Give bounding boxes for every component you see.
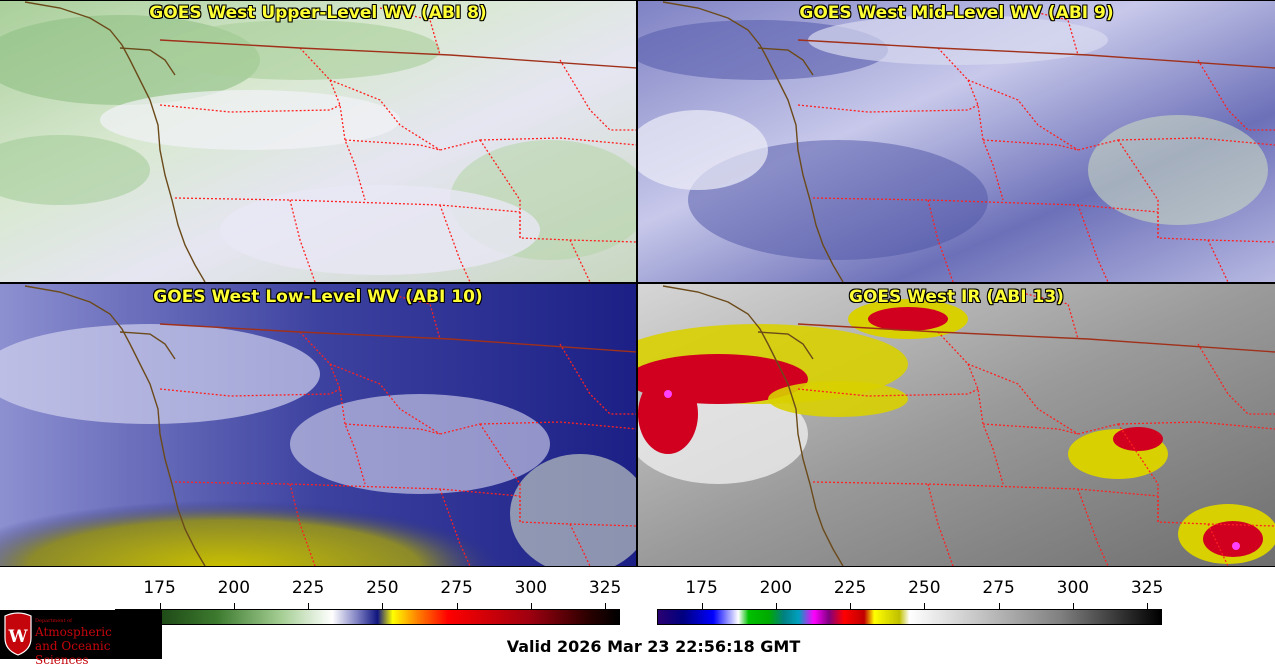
colorbar-tick-label: 300 bbox=[514, 578, 548, 598]
colorbar-tick-label: 250 bbox=[366, 578, 399, 598]
colorbar-ir bbox=[657, 609, 1162, 625]
colorbar-tick-mark bbox=[308, 603, 310, 609]
panel-title: GOES West Low-Level WV (ABI 10) bbox=[153, 287, 483, 307]
colorbar-tick-label: 250 bbox=[908, 578, 941, 598]
colorbar-tick-label: 200 bbox=[217, 578, 251, 598]
colorbar-tick-label: 175 bbox=[685, 578, 718, 598]
colorbar-tick-mark bbox=[850, 603, 852, 609]
panel-title: GOES West Mid-Level WV (ABI 9) bbox=[799, 3, 1114, 23]
colorbar-tick-mark bbox=[233, 603, 235, 609]
colorbar-tick-mark bbox=[998, 603, 1000, 609]
svg-text:W: W bbox=[7, 627, 28, 647]
colorbar-tick-label: 225 bbox=[833, 578, 867, 598]
colorbar-tick-label: 225 bbox=[291, 578, 325, 598]
valid-time: Valid 2026 Mar 23 22:56:18 GMT bbox=[506, 637, 801, 656]
map-borders bbox=[662, 285, 1275, 567]
map-borders bbox=[24, 285, 636, 567]
panel-title: GOES West Upper-Level WV (ABI 8) bbox=[149, 3, 487, 23]
satellite-image-low-wv bbox=[0, 284, 636, 567]
uw-aos-logo: W Department of Atmospheric and Oceanic … bbox=[0, 610, 162, 667]
colorbar-tick-label: 200 bbox=[759, 578, 793, 598]
colorbar-tick-mark bbox=[456, 603, 458, 609]
uw-crest-icon: W bbox=[4, 612, 32, 656]
colorbar-wv bbox=[115, 609, 620, 625]
panel-mid-level-wv: GOES West Mid-Level WV (ABI 9) bbox=[638, 0, 1275, 282]
panel-divider-horizontal bbox=[0, 282, 1275, 284]
colorbar-tick-mark bbox=[701, 603, 703, 609]
map-borders bbox=[662, 1, 1275, 282]
colorbar-tick-mark bbox=[1147, 603, 1149, 609]
satellite-image-upper-wv bbox=[0, 0, 636, 282]
map-borders bbox=[24, 1, 636, 282]
colorbar-tick-mark bbox=[924, 603, 926, 609]
colorbar-tick-mark bbox=[530, 603, 532, 609]
colorbar-tick-mark bbox=[382, 603, 384, 609]
colorbar-tick-mark bbox=[775, 603, 777, 609]
panel-low-level-wv: GOES West Low-Level WV (ABI 10) bbox=[0, 284, 636, 567]
satellite-image-mid-wv bbox=[638, 0, 1275, 282]
colorbar-tick-label: 275 bbox=[440, 578, 473, 598]
panel-title: GOES West IR (ABI 13) bbox=[849, 287, 1064, 307]
colorbar-tick-label: 175 bbox=[143, 578, 176, 598]
logo-department: Department of bbox=[35, 618, 72, 624]
colorbar-tick-label: 325 bbox=[1130, 578, 1164, 598]
colorbar-tick-mark bbox=[159, 603, 161, 609]
logo-line1: Atmospheric bbox=[35, 625, 112, 639]
panel-upper-level-wv: GOES West Upper-Level WV (ABI 8) bbox=[0, 0, 636, 282]
colorbar-tick-mark bbox=[605, 603, 607, 609]
panel-ir: GOES West IR (ABI 13) bbox=[638, 284, 1275, 567]
colorbar-tick-label: 275 bbox=[982, 578, 1015, 598]
colorbar-tick-label: 300 bbox=[1056, 578, 1090, 598]
colorbar-tick-mark bbox=[1072, 603, 1074, 609]
satellite-image-ir bbox=[638, 284, 1275, 567]
colorbar-tick-label: 325 bbox=[588, 578, 622, 598]
